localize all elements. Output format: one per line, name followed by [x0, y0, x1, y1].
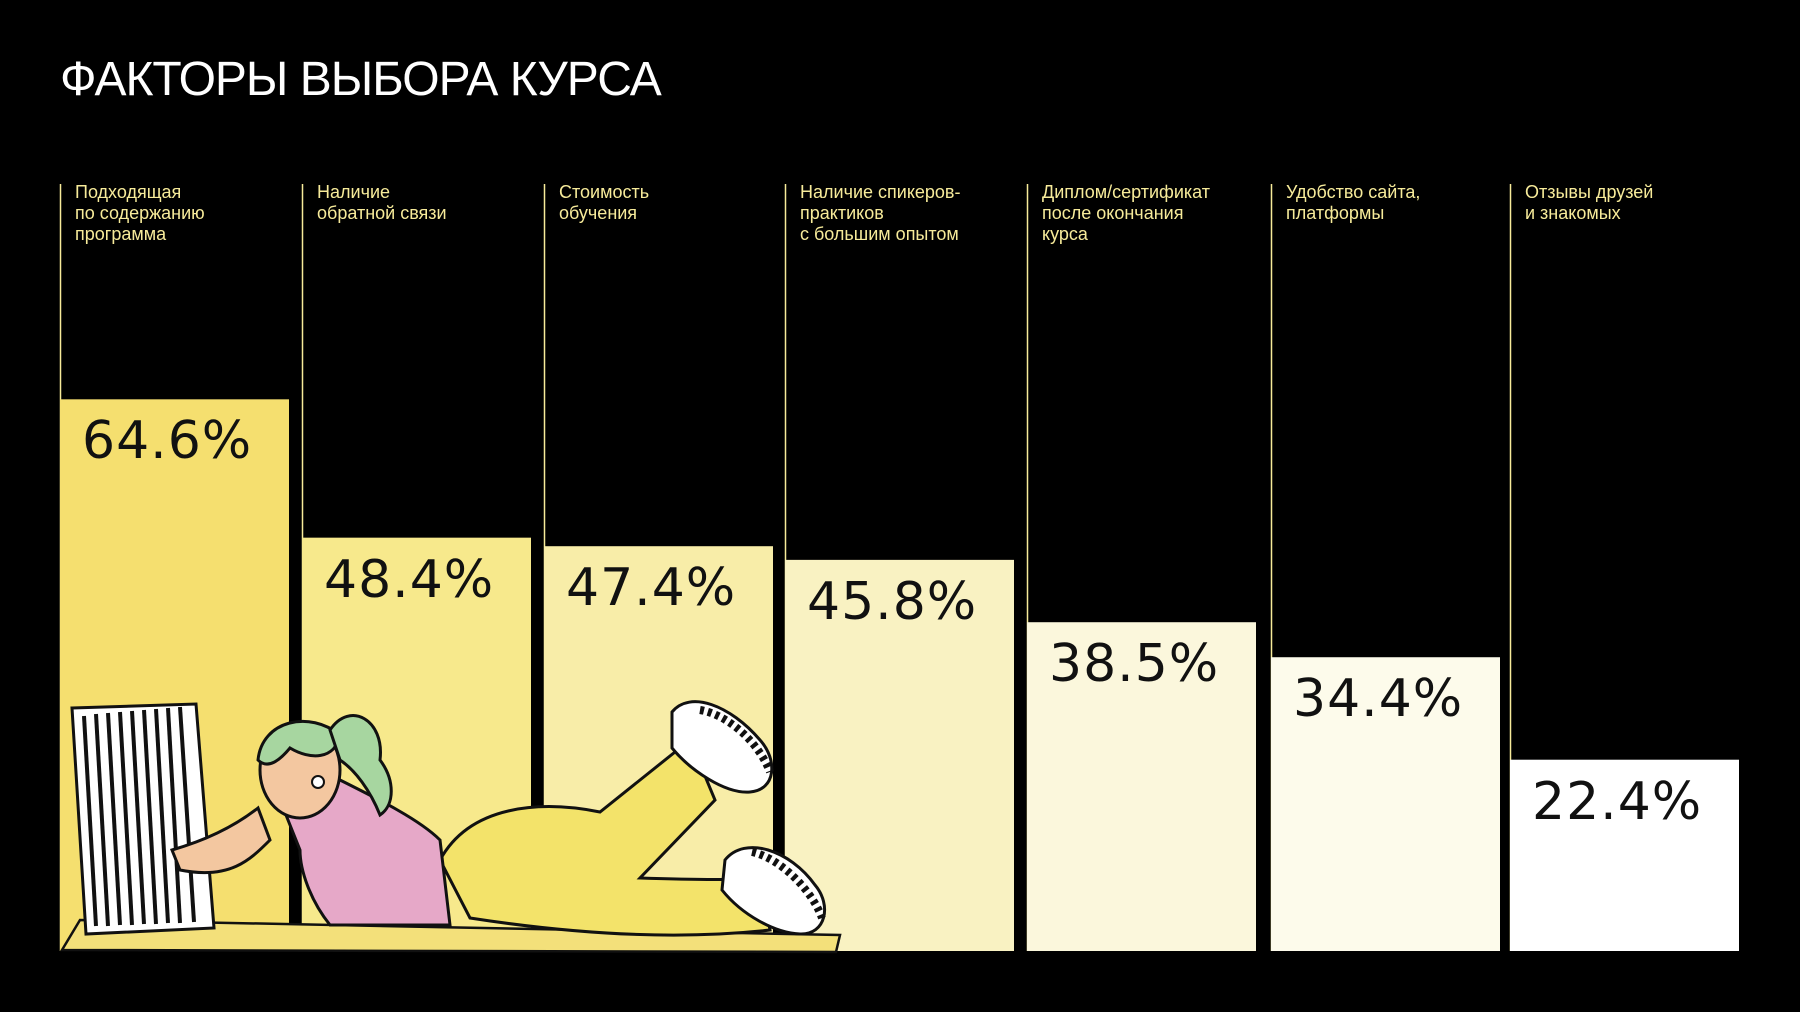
chart-title: ФАКТОРЫ ВЫБОРА КУРСА: [60, 53, 662, 106]
head-icon: [256, 714, 393, 820]
shoe-icon: [670, 700, 774, 794]
book-icon: [70, 702, 216, 936]
arm-shape: [169, 805, 272, 875]
bar: [785, 559, 1014, 951]
bar: [1027, 622, 1256, 951]
bar: [1510, 759, 1739, 951]
shoe-icon: [720, 846, 827, 936]
floor-mat-shape: [59, 918, 842, 954]
bar: [1271, 657, 1500, 951]
